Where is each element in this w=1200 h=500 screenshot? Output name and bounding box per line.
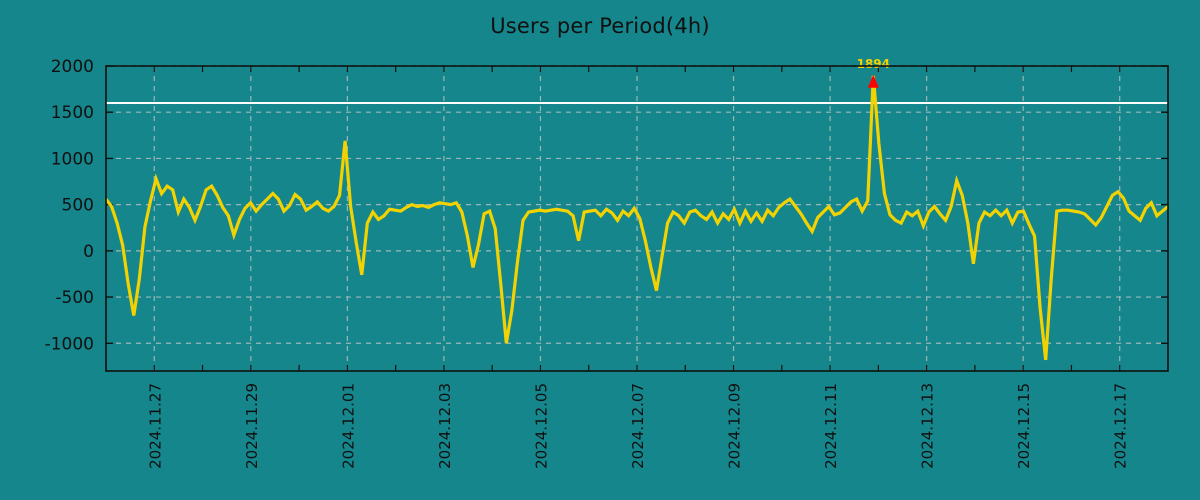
x-axis-label: 2024.12.15 xyxy=(1015,383,1033,469)
y-axis-label: 2000 xyxy=(51,57,94,77)
x-axis-label: 2024.12.07 xyxy=(629,383,647,469)
x-axis-label: 2024.12.09 xyxy=(726,383,744,469)
x-axis-ticks: 2024.11.27 2024.11.29 2024.12.01 2024.12.03… xyxy=(105,66,1169,469)
y-axis-ticks: 2000 1500 1000 500 0 -500 -1000 xyxy=(45,57,1168,354)
x-axis-label: 2024.11.29 xyxy=(243,383,261,469)
x-axis-label: 2024.12.13 xyxy=(919,383,937,469)
x-axis-label: 2024.12.01 xyxy=(339,383,357,469)
x-axis-label: 2024.12.03 xyxy=(436,383,454,469)
y-axis-label: 1000 xyxy=(51,149,94,169)
x-axis-label: 2024.12.11 xyxy=(822,383,840,469)
x-axis-label: 2024.12.05 xyxy=(532,383,550,469)
y-axis-label: 500 xyxy=(62,196,94,216)
x-axis-label: 2024.11.27 xyxy=(146,383,164,469)
y-axis-label: 1500 xyxy=(51,103,94,123)
series-line xyxy=(104,75,1170,361)
peak-value-label: 1894 xyxy=(857,57,890,71)
peak-annotation: 1894 xyxy=(857,57,890,88)
y-axis-label: -1000 xyxy=(45,334,94,354)
x-axis-label: 2024.12.17 xyxy=(1112,383,1130,469)
page-title: Users per Period(4h) xyxy=(490,14,710,38)
plot-border xyxy=(105,65,1169,372)
gridlines xyxy=(106,65,1168,371)
y-axis-label: -500 xyxy=(55,288,94,308)
y-axis-label: 0 xyxy=(83,242,94,262)
